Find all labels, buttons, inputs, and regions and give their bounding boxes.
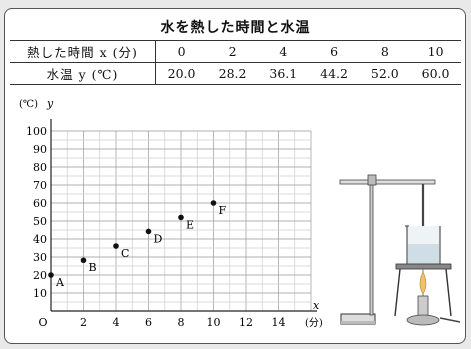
table-cell: 44.2 (308, 62, 360, 85)
table-cell: 36.1 (257, 62, 309, 85)
x-tick-label: 8 (178, 316, 185, 329)
table-cell: 8 (359, 40, 411, 63)
table-cell: 2 (207, 40, 258, 63)
x-tick-label: 2 (80, 316, 87, 329)
data-point-label: B (89, 261, 97, 274)
x-tick-label: 6 (145, 316, 152, 329)
data-point (145, 228, 152, 235)
y-axis-label: y (46, 97, 54, 110)
data-point-label: D (154, 232, 163, 245)
data-table: 熱した時間 x (分) 0 2 4 6 8 10 水温 y (℃) 20.0 2… (10, 40, 461, 85)
data-point-label: C (121, 247, 129, 260)
x-tick-label: 4 (113, 316, 120, 329)
x-tick-label: 14 (272, 316, 286, 329)
figure-title: 水を熱した時間と水温 (160, 20, 311, 36)
y-tick-label: 10 (33, 287, 47, 300)
table-cell: 4 (257, 40, 309, 63)
y-tick-label: 50 (33, 215, 47, 228)
origin-label: O (38, 316, 47, 329)
data-point-label: E (186, 218, 194, 231)
y-tick-label: 40 (33, 233, 47, 246)
y-tick-label: 90 (33, 143, 47, 156)
x-tick-label: 10 (207, 316, 221, 329)
y-tick-label: 60 (33, 197, 47, 210)
x-axis-label: x (313, 299, 320, 312)
y-tick-label: 70 (33, 179, 47, 192)
data-point (48, 272, 54, 278)
data-point (80, 257, 87, 264)
y-tick-label: 100 (26, 125, 47, 138)
table-cell: 10 (410, 40, 461, 63)
y-tick-label: 30 (33, 251, 47, 264)
table-cell: 0 (155, 40, 208, 63)
table-row-temp: 水温 y (℃) 20.0 28.2 36.1 44.2 52.0 60.0 (10, 62, 461, 85)
y-tick-label: 20 (33, 269, 47, 282)
row-header-temp: 水温 y (℃) (10, 62, 156, 85)
x-tick-label: 12 (239, 316, 253, 329)
table-cell: 60.0 (410, 62, 461, 85)
data-point (210, 200, 217, 206)
table-cell: 6 (308, 40, 360, 63)
table-cell: 20.0 (155, 62, 208, 85)
row-header-time: 熱した時間 x (分) (10, 40, 156, 63)
data-point-label: A (55, 276, 65, 289)
data-point (113, 243, 119, 249)
data-point-label: F (219, 204, 227, 217)
x-axis-unit: (分) (305, 317, 323, 329)
table-cell: 52.0 (359, 62, 411, 85)
y-axis-unit: (℃) (19, 99, 38, 110)
data-point (178, 214, 184, 221)
table-row-time: 熱した時間 x (分) 0 2 4 6 8 10 (10, 40, 461, 63)
y-tick-label: 80 (33, 161, 47, 174)
table-cell: 28.2 (207, 62, 258, 85)
